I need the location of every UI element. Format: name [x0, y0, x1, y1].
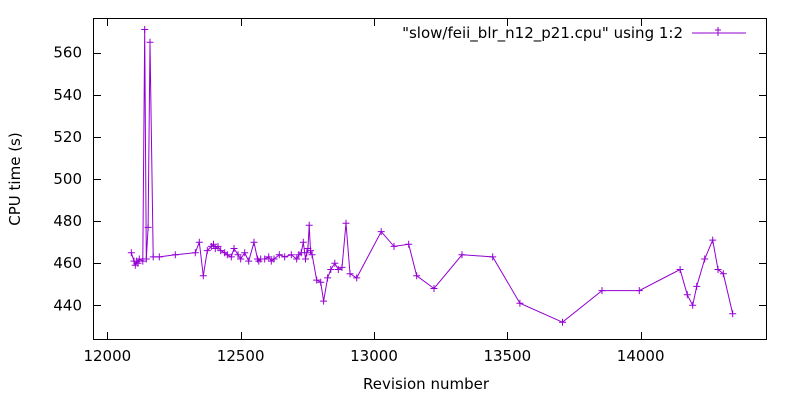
data-point [199, 272, 207, 280]
y-tick-label: 540 [53, 86, 82, 104]
data-point [299, 238, 307, 246]
data-point [334, 266, 342, 273]
data-point [281, 253, 289, 261]
data-point [203, 247, 211, 255]
data-point [729, 310, 737, 318]
data-point [308, 251, 316, 259]
x-tick-label: 13500 [483, 347, 531, 365]
x-tick-label: 12500 [217, 347, 265, 365]
data-point [327, 266, 335, 273]
data-point [338, 263, 346, 271]
data-point [241, 249, 249, 257]
x-axis-title: Revision number [363, 375, 490, 393]
data-point [390, 242, 398, 250]
data-point [142, 255, 150, 263]
data-point [346, 270, 354, 278]
data-point [237, 255, 245, 263]
data-point [230, 245, 238, 252]
data-point [134, 259, 142, 267]
data-point [342, 219, 350, 227]
data-point [287, 251, 295, 259]
x-tick-label: 14000 [617, 347, 665, 365]
legend: "slow/feii_blr_n12_p21.cpu" using 1:2 [402, 24, 746, 43]
legend-marker [715, 27, 721, 36]
data-point [413, 272, 421, 280]
data-point [223, 251, 231, 259]
x-tick-label: 13000 [350, 347, 398, 365]
y-axis: 440 460 480 500 520 540 560 [53, 44, 766, 314]
x-tick-label: 12000 [83, 347, 131, 365]
data-point [693, 282, 701, 290]
data-point [293, 255, 301, 263]
data-point [377, 228, 385, 236]
data-point [144, 223, 152, 231]
data-point [676, 266, 684, 273]
data-point [353, 274, 361, 282]
data-point [270, 255, 278, 263]
data-point [598, 287, 606, 295]
data-point [331, 259, 339, 267]
data-point [307, 247, 314, 255]
data-point [701, 255, 709, 263]
data-point [559, 318, 566, 326]
data-point [127, 249, 135, 257]
data-point [171, 251, 179, 259]
data-point [405, 240, 413, 248]
series-line [130, 29, 734, 323]
y-tick-label: 500 [53, 170, 82, 188]
data-point [489, 253, 497, 261]
data-point [245, 257, 253, 265]
data-point [458, 251, 466, 259]
plot-frame [93, 18, 767, 340]
data-point [302, 255, 309, 263]
y-tick-label: 560 [53, 44, 82, 62]
data-point [261, 255, 269, 263]
data-point [155, 253, 163, 261]
data-point [234, 251, 242, 259]
data-point [195, 238, 203, 246]
data-point [683, 291, 691, 299]
data-point [227, 253, 235, 261]
data-point [210, 240, 217, 248]
data-point [313, 276, 321, 284]
data-point [149, 253, 157, 261]
data-point [265, 253, 273, 261]
y-axis-title: CPU time (s) [6, 132, 24, 225]
data-point [303, 249, 311, 257]
data-point [317, 278, 325, 286]
data-point [141, 26, 149, 33]
data-point [305, 221, 313, 229]
data-point [516, 299, 524, 307]
y-tick-label: 480 [53, 212, 82, 230]
legend-label: "slow/feii_blr_n12_p21.cpu" using 1:2 [402, 24, 683, 43]
data-point [146, 38, 154, 46]
data-point [635, 287, 643, 295]
data-point [714, 266, 722, 273]
data-point [689, 301, 697, 309]
data-point [217, 247, 225, 255]
y-tick-label: 440 [53, 296, 82, 314]
data-point [719, 270, 727, 278]
data-layer [127, 26, 737, 326]
data-point [320, 297, 328, 305]
data-point [324, 274, 332, 282]
x-axis: 12000 12500 13000 13500 14000 [83, 19, 665, 365]
data-point [430, 285, 438, 292]
data-point [709, 236, 717, 244]
data-point [214, 242, 222, 250]
data-point [275, 251, 283, 259]
data-point [250, 238, 258, 246]
y-tick-label: 460 [53, 254, 82, 272]
data-point [191, 249, 199, 257]
y-tick-label: 520 [53, 128, 82, 146]
